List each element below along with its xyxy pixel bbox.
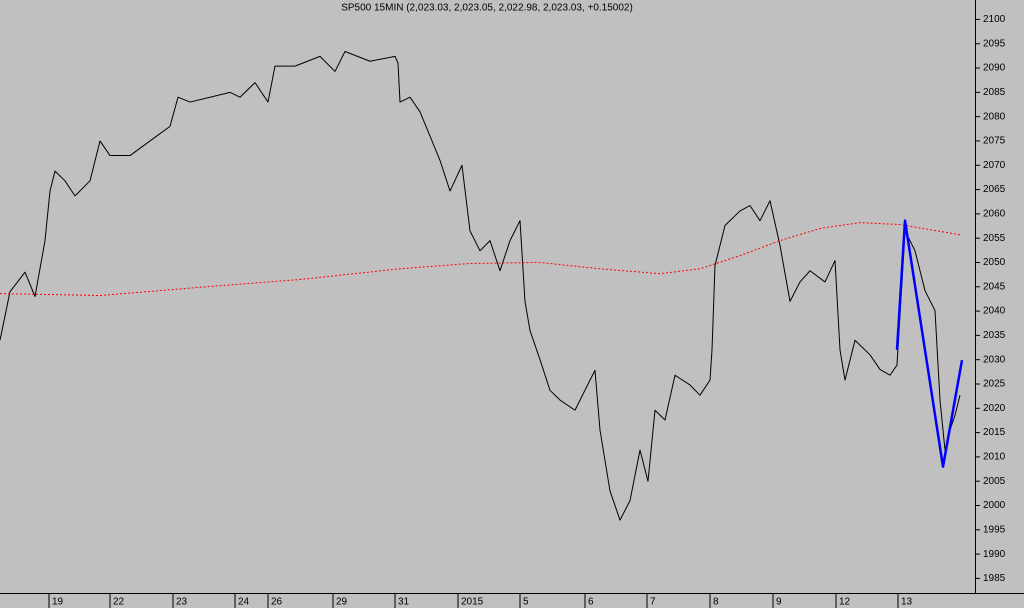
x-tick-label: 2015: [461, 597, 484, 608]
price-line: [0, 51, 961, 521]
y-tick-label: 1985: [983, 573, 1006, 584]
x-tick-label: 22: [113, 597, 125, 608]
y-tick-label: 1995: [983, 524, 1006, 535]
x-tick-label: 7: [650, 597, 656, 608]
x-tick-label: 9: [776, 597, 782, 608]
price-line: [0, 222, 961, 297]
x-tick-label: 12: [839, 597, 851, 608]
x-tick-label: 13: [901, 597, 913, 608]
y-tick-label: 2085: [983, 87, 1006, 98]
y-tick-label: 2005: [983, 476, 1006, 487]
y-tick-label: 2065: [983, 184, 1006, 195]
y-tick-label: 1990: [983, 549, 1006, 560]
y-tick-label: 2025: [983, 379, 1006, 390]
y-tick-label: 2100: [983, 14, 1006, 25]
y-tick-label: 2050: [983, 257, 1006, 268]
y-tick-label: 2090: [983, 63, 1006, 74]
x-tick-label: 23: [176, 597, 188, 608]
x-tick-label: 29: [336, 597, 348, 608]
y-tick-label: 2070: [983, 160, 1006, 171]
price-line: [895, 219, 964, 468]
y-tick-label: 2055: [983, 233, 1006, 244]
x-tick-label: 6: [588, 597, 594, 608]
chart-title: SP500 15MIN (2,023.03, 2,023.05, 2,022.9…: [341, 3, 633, 14]
y-tick-label: 2045: [983, 281, 1006, 292]
y-tick-label: 2020: [983, 403, 1006, 414]
y-tick-label: 2040: [983, 306, 1006, 317]
y-tick-label: 2060: [983, 209, 1006, 220]
x-tick-label: 31: [398, 597, 410, 608]
y-tick-label: 2095: [983, 38, 1006, 49]
x-tick-label: 24: [238, 597, 250, 608]
y-tick-label: 2075: [983, 136, 1006, 147]
x-tick-label: 8: [713, 597, 719, 608]
x-tick-label: 19: [52, 597, 64, 608]
y-tick-label: 2080: [983, 111, 1006, 122]
y-tick-label: 2030: [983, 354, 1006, 365]
x-tick-label: 26: [271, 597, 283, 608]
x-tick-label: 5: [523, 597, 529, 608]
y-tick-label: 2000: [983, 500, 1006, 511]
y-tick-label: 2015: [983, 427, 1006, 438]
y-tick-label: 2035: [983, 330, 1006, 341]
y-tick-label: 2010: [983, 452, 1006, 463]
